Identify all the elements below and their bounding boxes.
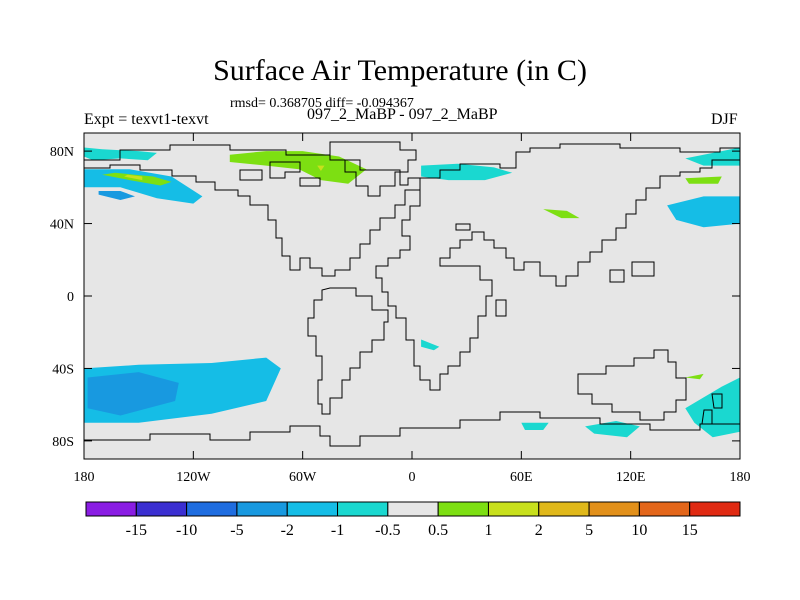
colorbar-label: 0.5 xyxy=(428,522,448,539)
colorbar-label: 5 xyxy=(585,522,593,539)
stats-line: rmsd= 0.368705 diff= -0.094367 xyxy=(230,96,414,111)
colorbar-label: -5 xyxy=(230,522,243,539)
colorbar-label: -2 xyxy=(281,522,294,539)
axis-ticks: 180 120W 60W 0 60E 120E 180 80N 40N 0 40S 80S xyxy=(50,133,751,485)
colorbar-swatch xyxy=(689,501,741,517)
x-tick-label: 60E xyxy=(510,470,533,485)
colorbar-swatch xyxy=(387,501,439,517)
field-region-7 xyxy=(421,163,513,181)
chart-title: Surface Air Temperature (in C) xyxy=(213,54,587,87)
y-tick-label: 0 xyxy=(67,290,74,305)
field-region-19 xyxy=(421,339,440,351)
field-region-6 xyxy=(317,165,325,171)
season-label: DJF xyxy=(711,111,738,128)
y-tick-label: 40N xyxy=(50,218,74,233)
colorbar: -15 -10 -5 -2 -1 -0.5 0.5 1 2 5 10 15 xyxy=(85,501,741,539)
case-label: 097_2_MaBP - 097_2_MaBP xyxy=(307,106,498,123)
field-region-2 xyxy=(102,172,172,186)
field-region-0 xyxy=(84,169,203,204)
field-region-14 xyxy=(87,372,179,416)
y-tick-label: 80N xyxy=(50,145,74,160)
y-tick-label: 80S xyxy=(52,435,74,450)
field-region-10 xyxy=(685,176,722,184)
colorbar-swatch xyxy=(186,501,238,517)
field-region-5 xyxy=(229,151,367,184)
x-tick-label: 0 xyxy=(409,470,416,485)
greenland-coast xyxy=(329,141,417,197)
colorbar-swatch xyxy=(638,501,691,517)
colorbar-swatch xyxy=(538,501,590,517)
antarctica-coast xyxy=(84,411,740,447)
colorbar-label: -15 xyxy=(126,522,147,539)
x-tick-label: 120E xyxy=(616,470,646,485)
field-region-8 xyxy=(667,196,740,228)
colorbar-swatch xyxy=(85,501,137,517)
arctic-islands xyxy=(239,161,321,187)
colorbar-swatch xyxy=(286,501,339,517)
colorbar-swatch xyxy=(337,501,389,517)
colorbar-label: -0.5 xyxy=(375,522,400,539)
field-region-3 xyxy=(124,174,143,181)
field-region-9 xyxy=(685,147,740,166)
field-region-18 xyxy=(521,422,549,430)
x-tick-label: 120W xyxy=(176,470,211,485)
colorbar-swatch xyxy=(437,501,489,517)
field-region-15 xyxy=(585,421,640,438)
colorbar-swatch xyxy=(135,501,188,517)
x-tick-label: 60W xyxy=(289,470,317,485)
australia-coast xyxy=(577,349,687,421)
field-region-17 xyxy=(685,373,704,380)
field-region-1 xyxy=(98,191,135,200)
field-region-16 xyxy=(685,377,740,438)
x-tick-label: 180 xyxy=(74,470,95,485)
experiment-label: Expt = texvt1-texvt xyxy=(84,111,209,128)
plot-area: 180 120W 60W 0 60E 120E 180 80N 40N 0 40S 80S xyxy=(50,132,751,485)
field-region-11 xyxy=(543,209,580,219)
colorbar-label: 1 xyxy=(484,522,492,539)
colorbar-label: 2 xyxy=(535,522,543,539)
anomaly-field xyxy=(84,147,740,438)
colorbar-swatch xyxy=(236,501,288,517)
colorbar-label: 10 xyxy=(631,522,647,539)
y-tick-label: 40S xyxy=(52,362,74,377)
asia-islands xyxy=(455,223,655,317)
colorbar-label: -10 xyxy=(176,522,197,539)
south-america-coast xyxy=(307,287,389,415)
colorbar-swatch xyxy=(487,501,540,517)
colorbar-label: -1 xyxy=(331,522,344,539)
eurasia-africa-coast xyxy=(375,143,741,391)
colorbar-label: 15 xyxy=(682,522,698,539)
x-tick-label: 180 xyxy=(730,470,751,485)
colorbar-swatch xyxy=(588,501,640,517)
coastlines xyxy=(84,141,741,447)
